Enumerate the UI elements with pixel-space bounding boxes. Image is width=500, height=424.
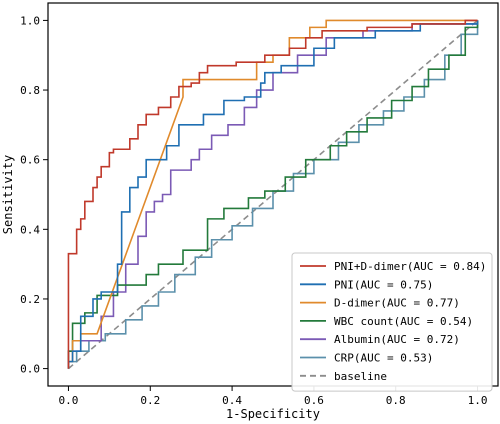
series-line-d-dimer (67, 19, 478, 369)
axes: 0.0 0.2 0.4 0.6 0.8 1.0 0.0 0.2 0.4 0.6 0.8 1.0 (20, 2, 499, 407)
y-tick-label: 0.6 (20, 154, 40, 167)
series-line-pni (67, 20, 479, 369)
y-tick-label: 1.0 (20, 14, 40, 27)
y-tick-label: 0.4 (20, 223, 40, 236)
y-tick-label: 0.8 (20, 84, 40, 97)
legend-box (291, 252, 493, 392)
legend-label: PNI(AUC = 0.75) (334, 278, 433, 291)
x-tick-label: 1.0 (468, 394, 488, 407)
legend-label: baseline (334, 370, 387, 383)
x-tick-label: 0.0 (59, 394, 79, 407)
series-line-wbc-count (67, 20, 479, 369)
legend-label: CRP(AUC = 0.53) (334, 352, 433, 365)
roc-curves (67, 19, 479, 370)
y-axis-label: Sensitivity (1, 155, 15, 234)
legend-label: D-dimer(AUC = 0.77) (334, 297, 460, 310)
y-tick-label: 0.2 (20, 293, 40, 306)
x-tick-label: 0.8 (386, 394, 406, 407)
plot-frame (47, 2, 499, 387)
legend: PNI+D-dimer(AUC = 0.84) PNI(AUC = 0.75) D-… (291, 252, 493, 392)
x-tick-label: 0.6 (304, 394, 324, 407)
series-line-pni-d-dimer (67, 19, 478, 369)
y-tick-label: 0.0 (20, 363, 40, 376)
x-axis-label: 1-Specificity (226, 407, 320, 421)
x-tick-label: 0.4 (222, 394, 242, 407)
legend-label: Albumin(AUC = 0.72) (334, 333, 460, 346)
legend-label: PNI+D-dimer(AUC = 0.84) (334, 260, 486, 273)
x-tick-label: 0.2 (140, 394, 160, 407)
series-line-crp (67, 20, 479, 369)
legend-label: WBC count(AUC = 0.54) (334, 315, 473, 328)
